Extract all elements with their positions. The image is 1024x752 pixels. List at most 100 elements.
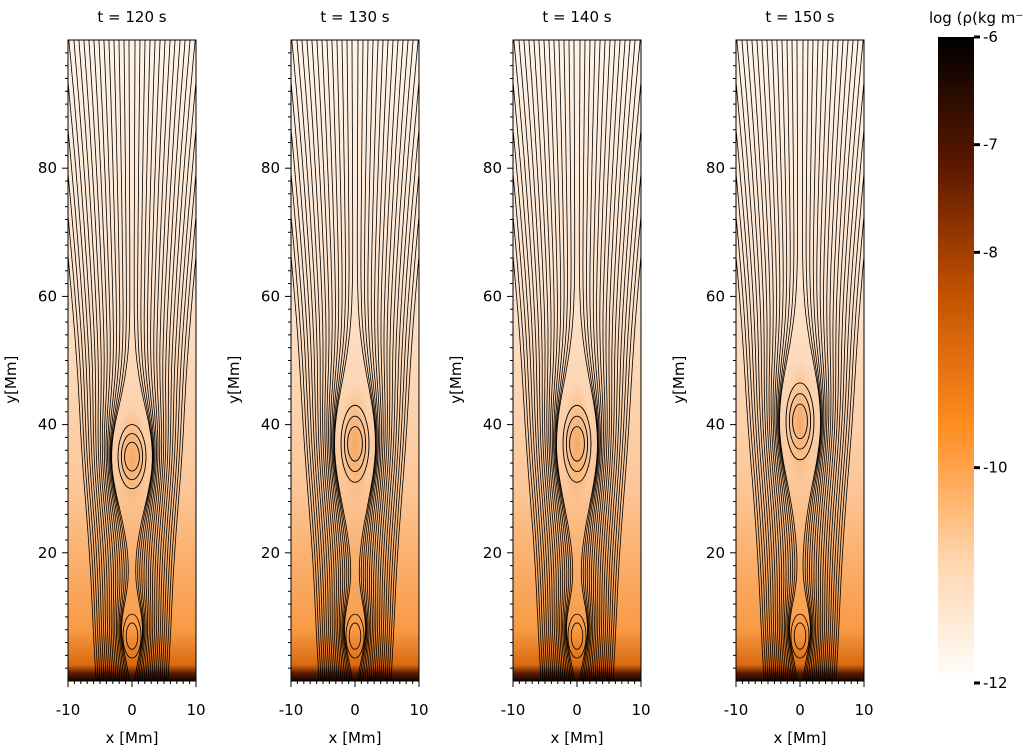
field-line: [592, 40, 616, 681]
field-line: [153, 40, 186, 681]
plasmoid-contour: [124, 441, 140, 472]
field-line: [163, 169, 196, 681]
field-line: [813, 40, 834, 681]
field-line: [809, 40, 825, 681]
field-line: [586, 40, 601, 681]
field-line: [333, 40, 351, 681]
x-tick-label: -10: [501, 701, 526, 719]
field-line: [588, 40, 606, 681]
field-line: [555, 40, 571, 681]
field-line: [165, 211, 196, 681]
field-line: [138, 40, 154, 681]
panel-title: t = 120 s: [97, 8, 166, 26]
field-line: [556, 40, 576, 681]
field-line: [736, 40, 775, 681]
field-line: [819, 40, 849, 681]
y-tick-label: 40: [483, 416, 502, 434]
field-line: [167, 251, 196, 681]
field-line: [554, 40, 570, 681]
field-line: [835, 251, 864, 681]
colorbar-tick-label: -7: [983, 136, 998, 154]
x-tick-label: 10: [409, 701, 428, 719]
colorbar-tick-label: -10: [983, 459, 1008, 477]
field-line: [802, 40, 821, 681]
field-line: [736, 211, 767, 681]
x-tick-label: 10: [854, 701, 873, 719]
field-line: [111, 40, 131, 681]
field-line: [751, 40, 781, 681]
field-line: [741, 40, 777, 681]
y-tick-label: 60: [261, 287, 280, 305]
x-tick-label: 10: [186, 701, 205, 719]
field-line: [775, 40, 791, 681]
field-line: [746, 40, 779, 681]
field-line: [136, 40, 154, 681]
field-line: [555, 40, 573, 681]
y-tick-label: 80: [261, 159, 280, 177]
field-line: [133, 40, 153, 681]
plasmoid-contour: [117, 424, 147, 490]
y-axis-label: y[Mm]: [2, 356, 20, 404]
field-line: [78, 40, 111, 681]
field-line: [608, 169, 641, 681]
field-line: [771, 40, 789, 681]
y-tick-label: 20: [38, 544, 57, 562]
lower-contour: [348, 622, 362, 650]
plasmoid-contour: [120, 433, 144, 481]
plasmoid-contour: [792, 403, 808, 440]
lower-contour: [567, 613, 587, 659]
density-map: [68, 40, 196, 681]
field-line: [291, 211, 322, 681]
field-line: [766, 40, 787, 681]
field-line: [332, 40, 348, 681]
field-line: [528, 40, 558, 681]
field-line: [73, 40, 109, 681]
y-tick-label: 40: [261, 416, 280, 434]
field-line: [331, 40, 346, 681]
colorbar-gradient: [938, 37, 974, 683]
panel-2: t = 140 s -10 0 10 x [Mm] 20 40 60 80 y[Mm]: [447, 8, 651, 747]
field-line: [291, 169, 324, 681]
panel-0: t = 120 s -10 0 10 x [Mm] 20 40 60 80 y[Mm]: [2, 8, 206, 747]
field-line: [139, 40, 155, 681]
field-line: [145, 40, 166, 681]
field-line: [804, 40, 822, 681]
field-line: [612, 251, 641, 681]
field-line: [334, 40, 354, 681]
field-line: [606, 124, 641, 681]
field-line: [584, 40, 600, 681]
field-line: [390, 251, 419, 681]
field-line: [778, 40, 796, 681]
x-tick-label: 0: [572, 701, 582, 719]
panel-3: t = 150 s -10 0 10 x [Mm] 20 40 60 80 y[Mm]: [670, 8, 874, 747]
x-tick-label: 10: [631, 701, 650, 719]
field-line: [362, 40, 378, 681]
plasmoid-glow: [341, 382, 369, 506]
field-line: [821, 40, 854, 681]
field-line: [361, 40, 377, 681]
colorbar-tick-label: -12: [983, 674, 1008, 692]
y-tick-label: 80: [706, 159, 725, 177]
y-axis-label: y[Mm]: [225, 356, 243, 404]
x-axis-label: x [Mm]: [774, 729, 827, 747]
field-line: [296, 40, 332, 681]
y-tick-label: 60: [483, 287, 502, 305]
colorbar-label: log (ρ(kg m⁻³)): [929, 9, 1024, 27]
field-line: [88, 40, 115, 681]
field-line: [602, 40, 641, 681]
field-line: [291, 251, 320, 681]
field-line: [382, 77, 419, 681]
field-line: [370, 40, 394, 681]
lower-contour: [790, 613, 810, 659]
x-tick-label: 0: [795, 701, 805, 719]
field-line: [538, 40, 562, 681]
field-line: [364, 40, 379, 681]
field-line: [368, 40, 389, 681]
field-line: [513, 211, 544, 681]
field-line: [68, 77, 105, 681]
field-line: [829, 124, 864, 681]
lower-contour: [793, 622, 807, 650]
field-line: [108, 40, 123, 681]
field-line: [815, 40, 839, 681]
